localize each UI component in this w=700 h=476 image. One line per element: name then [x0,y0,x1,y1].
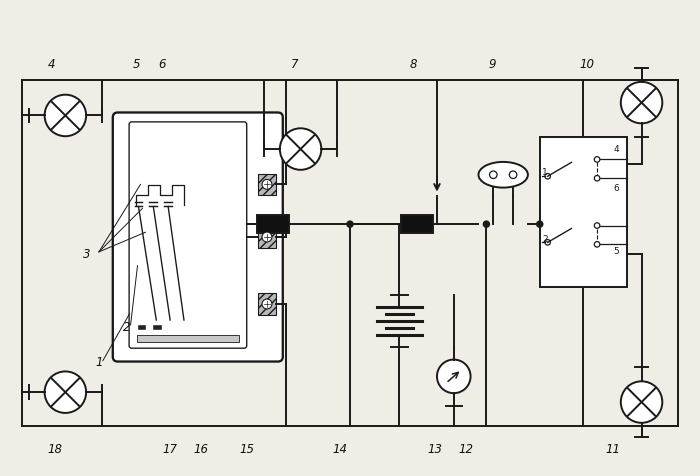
Circle shape [621,82,662,123]
Text: 4: 4 [48,58,55,71]
Bar [401,215,433,233]
Circle shape [536,220,543,228]
Text: 2: 2 [122,321,130,334]
Bar [257,215,288,233]
Text: 5: 5 [132,58,140,71]
Text: 14: 14 [332,444,347,456]
Text: 8: 8 [410,58,416,71]
Text: 5: 5 [613,248,620,257]
Circle shape [346,220,354,228]
Circle shape [45,371,86,413]
Bar [153,325,161,329]
Text: 6: 6 [158,58,166,71]
Text: 3: 3 [83,248,91,261]
Bar [540,137,626,288]
Bar [258,293,276,315]
Text: 15: 15 [239,444,254,456]
Circle shape [482,220,490,228]
Text: 10: 10 [580,58,594,71]
Circle shape [621,381,662,423]
Text: 16: 16 [194,444,209,456]
Text: 9: 9 [489,58,496,71]
Text: 1: 1 [95,357,102,369]
Circle shape [280,129,321,170]
Bar [136,336,239,342]
Bar [258,226,276,248]
Circle shape [437,359,470,393]
FancyBboxPatch shape [113,112,283,362]
Text: 12: 12 [458,444,474,456]
Circle shape [262,232,272,242]
Text: 4: 4 [613,145,619,154]
Text: 1: 1 [542,168,548,177]
Text: 17: 17 [162,444,177,456]
Circle shape [262,299,272,309]
Text: 2: 2 [542,235,548,244]
Bar [137,325,146,329]
Circle shape [262,179,272,189]
Bar [258,174,276,195]
Text: 13: 13 [427,444,442,456]
Text: 11: 11 [605,444,620,456]
Ellipse shape [479,162,528,188]
Text: 6: 6 [613,184,620,193]
Text: 18: 18 [48,444,62,456]
Circle shape [45,95,86,136]
Text: 7: 7 [290,58,298,71]
